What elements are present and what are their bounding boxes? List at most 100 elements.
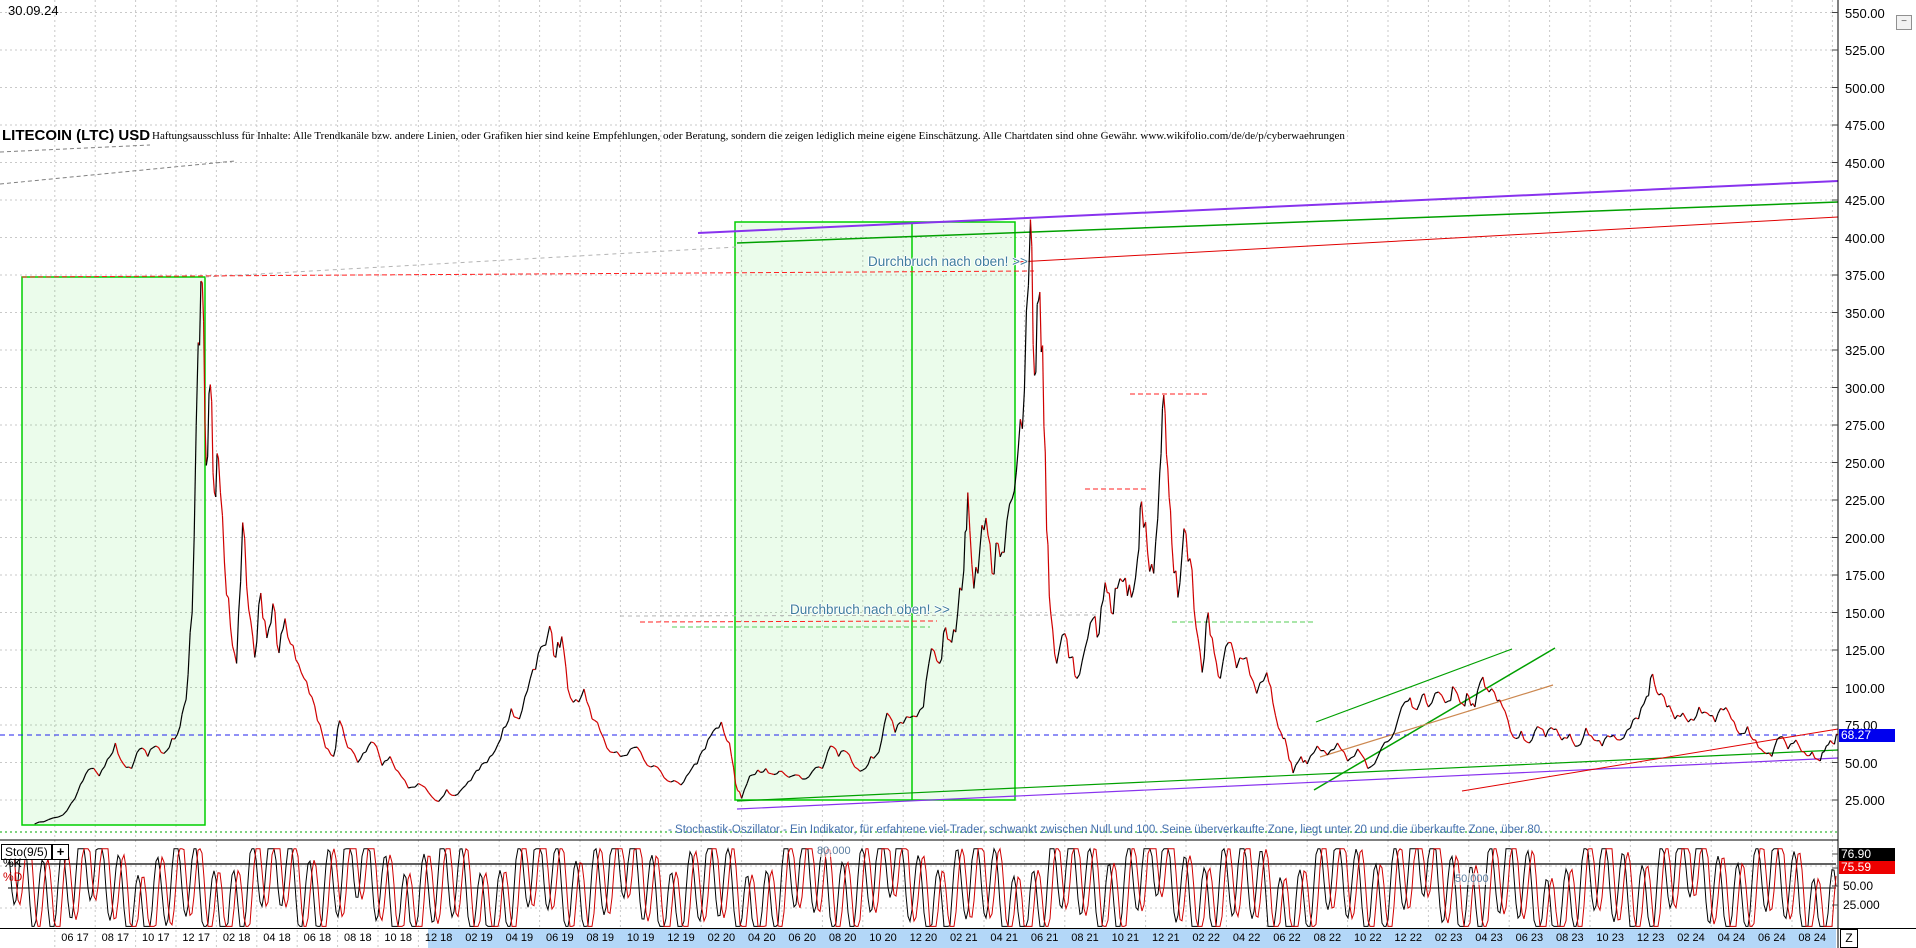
price-line-segment [34, 821, 40, 825]
price-line-segment [280, 628, 284, 635]
price-line-segment [207, 393, 210, 457]
price-line-segment [1632, 717, 1637, 721]
minimize-icon[interactable]: − [1896, 15, 1912, 30]
price-line-segment [1795, 739, 1800, 746]
price-line-segment [1235, 657, 1241, 669]
price-line-segment [104, 759, 108, 767]
price-line-segment [1357, 748, 1362, 755]
price-line-segment [1456, 693, 1461, 703]
price-line-segment [957, 587, 961, 613]
price-line-segment [438, 797, 442, 802]
price-line-segment [1330, 748, 1335, 751]
price-line-segment [886, 712, 891, 717]
price-axis-tick: 25.000 [1845, 793, 1885, 808]
price-line-segment [1660, 693, 1665, 698]
price-line-segment [1643, 696, 1648, 705]
price-line-segment [287, 636, 292, 645]
x-axis-label: 02 18 [222, 932, 251, 944]
price-line-segment [1076, 673, 1081, 679]
x-axis-label: 06 22 [1273, 932, 1301, 944]
price-line-segment [663, 777, 668, 782]
trendline [0, 160, 236, 185]
price-line-segment [70, 798, 76, 805]
price-line-segment [88, 767, 92, 771]
x-axis-label: 12 19 [667, 932, 695, 944]
price-line-segment [256, 604, 260, 642]
x-axis-label: 06 18 [303, 932, 332, 944]
price-line-segment [1015, 447, 1019, 473]
price-line-segment [894, 724, 899, 733]
price-line-segment [848, 754, 853, 763]
price-line-segment [1215, 662, 1219, 677]
price-line-segment [248, 609, 252, 621]
price-line-segment [270, 603, 274, 624]
x-axis-label: 04 23 [1475, 932, 1503, 944]
price-line-segment [979, 525, 983, 549]
price-line-segment [1823, 745, 1827, 752]
stochastic-k-line [7, 847, 1837, 927]
price-line-segment [365, 745, 370, 753]
price-line-segment [811, 767, 817, 772]
x-axis-label: 12 23 [1636, 932, 1665, 944]
price-line-segment [1706, 712, 1711, 717]
price-line-segment [1288, 759, 1292, 763]
price-line-segment [1593, 739, 1597, 742]
price-line-segment [1829, 740, 1833, 744]
price-line-segment [1598, 740, 1603, 747]
stochastic-settings-button[interactable]: Sto(9/5) [1, 844, 52, 860]
price-line-segment [297, 663, 302, 673]
price-line-segment [216, 453, 219, 459]
price-line-segment [1132, 577, 1137, 591]
axis-divider [0, 928, 1916, 929]
price-line-segment [623, 754, 628, 757]
price-line-segment [824, 751, 829, 762]
price-line-segment [1021, 390, 1025, 429]
price-line-segment [386, 756, 391, 761]
price-line-segment [1647, 677, 1652, 696]
price-line-segment [1072, 656, 1076, 676]
price-line-segment [443, 789, 448, 796]
price-line-segment [155, 745, 159, 748]
price-line-segment [300, 672, 305, 679]
price-line-segment [1052, 629, 1056, 655]
price-line-segment [217, 457, 222, 493]
price-line-segment [555, 642, 559, 658]
price-line-segment [570, 697, 574, 703]
price-line-segment [667, 780, 672, 783]
price-line-segment [1119, 578, 1124, 583]
price-line-segment [1177, 582, 1181, 598]
price-line-segment [1126, 584, 1131, 596]
price-line-segment [1419, 694, 1423, 704]
price-line-segment [702, 748, 706, 752]
trendline [736, 749, 1839, 802]
zoom-control-button[interactable]: Z [1840, 929, 1858, 948]
price-line-segment [1134, 558, 1139, 579]
price-axis-tick: 200.00 [1845, 530, 1885, 546]
trendline [21, 270, 1035, 278]
price-line-segment [1384, 740, 1389, 744]
add-indicator-button[interactable]: + [52, 844, 69, 860]
price-line-segment [900, 721, 904, 725]
price-line-segment [1147, 552, 1151, 572]
price-line-segment [1588, 734, 1592, 737]
price-line-segment [1693, 715, 1697, 721]
price-axis-tick: 400.00 [1845, 230, 1885, 246]
price-line-segment [1089, 618, 1094, 624]
price-line-segment [1300, 756, 1304, 763]
x-axis-label: 12 21 [1152, 932, 1180, 944]
price-line-segment [586, 701, 590, 708]
price-line-segment [470, 774, 475, 781]
price-line-segment [973, 567, 977, 589]
price-line-segment [508, 708, 512, 721]
price-line-segment [334, 728, 339, 749]
price-line-segment [1252, 681, 1258, 694]
price-line-segment [292, 645, 297, 660]
price-line-segment [486, 756, 491, 763]
price-line-segment [1658, 693, 1662, 696]
price-line-segment [1609, 734, 1614, 738]
price-axis-tick: 450.00 [1845, 155, 1885, 171]
price-line-segment [295, 659, 300, 665]
price-line-segment [1826, 744, 1829, 747]
price-line-segment [478, 764, 483, 771]
